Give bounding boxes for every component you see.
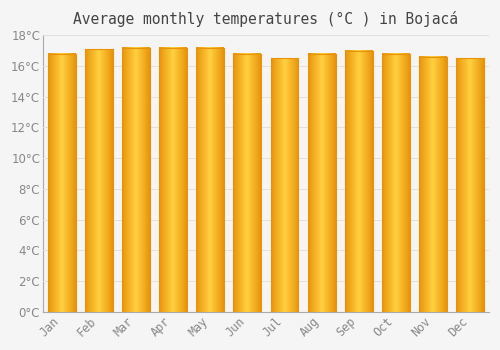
- Title: Average monthly temperatures (°C ) in Bojacá: Average monthly temperatures (°C ) in Bo…: [74, 11, 458, 27]
